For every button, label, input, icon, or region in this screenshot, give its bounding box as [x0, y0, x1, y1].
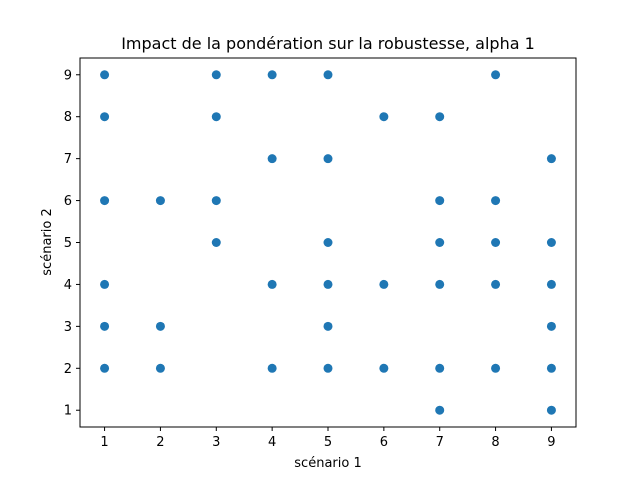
data-point	[491, 196, 501, 206]
y-tick-label: 1	[64, 404, 72, 419]
data-point	[491, 279, 501, 289]
data-point	[267, 363, 277, 373]
data-point	[155, 196, 165, 206]
data-point	[546, 405, 556, 415]
data-point	[491, 238, 501, 247]
data-point	[323, 363, 333, 373]
x-axis-label: scénario 1	[294, 456, 361, 471]
data-point	[100, 321, 110, 331]
x-tick-label: 2	[156, 435, 164, 450]
data-point	[323, 321, 333, 331]
data-point	[491, 70, 501, 80]
data-point	[211, 112, 221, 122]
data-point	[546, 363, 556, 373]
y-axis-ticks: 1 2 3 4 5 6 7 8 9	[64, 68, 80, 419]
data-point	[100, 363, 110, 373]
data-point	[267, 154, 277, 164]
x-axis-ticks: 1 2 3 4 5 6 7 8 9	[100, 427, 556, 450]
data-point	[546, 238, 556, 247]
data-point	[323, 279, 333, 289]
data-point	[379, 279, 389, 289]
data-point	[155, 363, 165, 373]
y-tick-label: 3	[64, 320, 72, 335]
y-tick-label: 4	[64, 278, 72, 293]
data-point	[546, 154, 556, 164]
data-point	[435, 238, 445, 247]
points-layer	[100, 70, 556, 415]
y-tick-label: 6	[64, 194, 72, 209]
data-point	[100, 196, 110, 206]
data-point	[267, 279, 277, 289]
data-point	[100, 70, 110, 80]
data-point	[491, 363, 501, 373]
x-tick-label: 9	[547, 435, 555, 450]
y-tick-label: 5	[64, 236, 72, 251]
x-tick-label: 5	[324, 435, 332, 450]
y-tick-label: 9	[64, 68, 72, 83]
y-tick-label: 8	[64, 110, 72, 125]
data-point	[100, 279, 110, 289]
x-tick-label: 1	[100, 435, 108, 450]
data-point	[323, 70, 333, 80]
data-point	[323, 154, 333, 164]
data-point	[211, 70, 221, 80]
data-point	[267, 70, 277, 80]
x-tick-label: 7	[436, 435, 444, 450]
x-tick-label: 6	[380, 435, 388, 450]
y-axis-label: scénario 2	[40, 208, 55, 275]
x-tick-label: 8	[491, 435, 499, 450]
data-point	[379, 363, 389, 373]
data-point	[435, 363, 445, 373]
data-point	[100, 112, 110, 122]
y-tick-label: 2	[64, 362, 72, 377]
data-point	[211, 238, 221, 247]
data-point	[379, 112, 389, 122]
data-point	[211, 196, 221, 206]
data-point	[435, 279, 445, 289]
data-point	[435, 405, 445, 415]
plot-frame	[79, 57, 577, 428]
data-point	[435, 196, 445, 206]
data-point	[546, 321, 556, 331]
data-point	[155, 321, 165, 331]
data-point	[435, 112, 445, 122]
chart-title: Impact de la pondération sur la robustes…	[121, 34, 535, 53]
x-tick-label: 4	[268, 435, 276, 450]
data-point	[323, 238, 333, 247]
data-point	[546, 279, 556, 289]
y-tick-label: 7	[64, 152, 72, 167]
x-tick-label: 3	[212, 435, 220, 450]
